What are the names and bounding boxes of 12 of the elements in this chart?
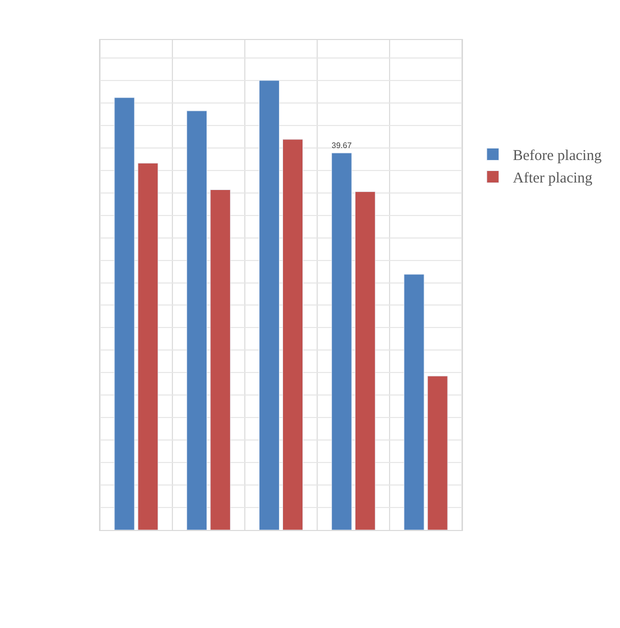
bar <box>186 110 208 530</box>
bar <box>282 139 304 530</box>
bar <box>331 152 352 530</box>
bar <box>138 162 158 530</box>
bar <box>404 274 424 530</box>
bar <box>210 190 231 530</box>
bar <box>258 80 280 530</box>
bar <box>354 191 376 530</box>
bar <box>114 97 135 530</box>
legend-label: Before placing <box>512 148 602 164</box>
bar <box>427 376 448 530</box>
legend-label: After placing <box>512 170 593 187</box>
